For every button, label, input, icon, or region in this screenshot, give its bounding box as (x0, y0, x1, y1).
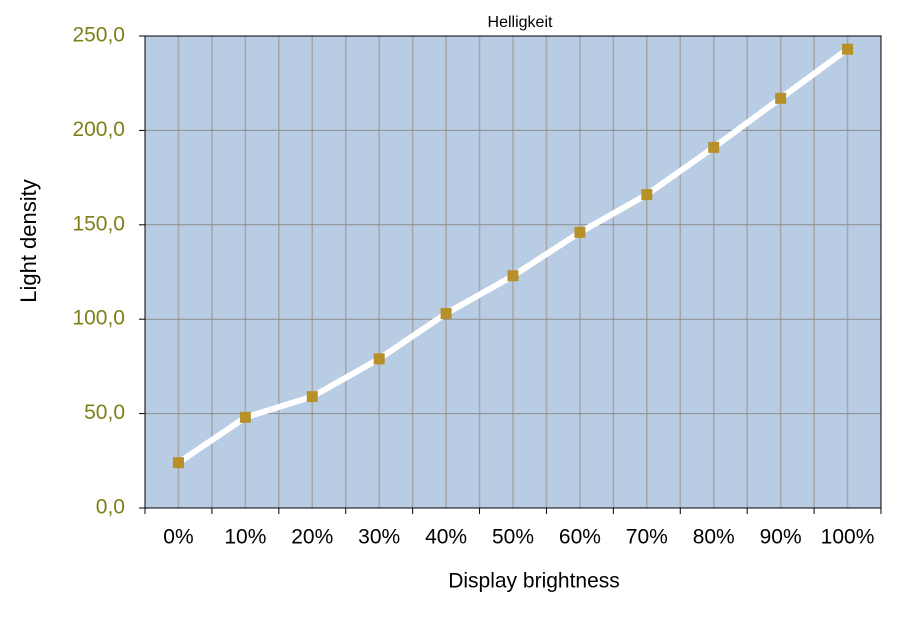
y-tick-label: 150,0 (72, 212, 125, 235)
marker (306, 391, 318, 403)
x-tick-label: 20% (291, 526, 333, 549)
marker (239, 411, 251, 423)
marker (842, 43, 854, 55)
x-tick-label: 70% (626, 526, 668, 549)
marker (708, 141, 720, 153)
marker (373, 353, 385, 365)
chart-title: Helligkeit (488, 14, 553, 31)
marker (574, 226, 586, 238)
y-tick-label: 100,0 (72, 307, 125, 330)
y-axis-label: Light density (16, 179, 41, 303)
x-tick-label: 80% (693, 526, 735, 549)
y-tick-label: 0,0 (96, 496, 125, 519)
x-axis-label: Display brightness (448, 570, 620, 593)
x-tick-label: 100% (821, 526, 875, 549)
x-tick-label: 50% (492, 526, 534, 549)
x-tick-label: 90% (760, 526, 802, 549)
marker (641, 189, 653, 201)
plot-border (144, 35, 882, 509)
marker (440, 308, 452, 320)
y-tick-label: 200,0 (72, 118, 125, 141)
y-tick-label: 250,0 (72, 24, 125, 47)
marker (775, 92, 787, 104)
x-tick-label: 0% (163, 526, 193, 549)
x-tick-label: 40% (425, 526, 467, 549)
marker (507, 270, 519, 282)
x-tick-label: 10% (224, 526, 266, 549)
y-tick-label: 50,0 (84, 401, 125, 424)
x-tick-label: 60% (559, 526, 601, 549)
marker (172, 457, 184, 469)
x-tick-label: 30% (358, 526, 400, 549)
